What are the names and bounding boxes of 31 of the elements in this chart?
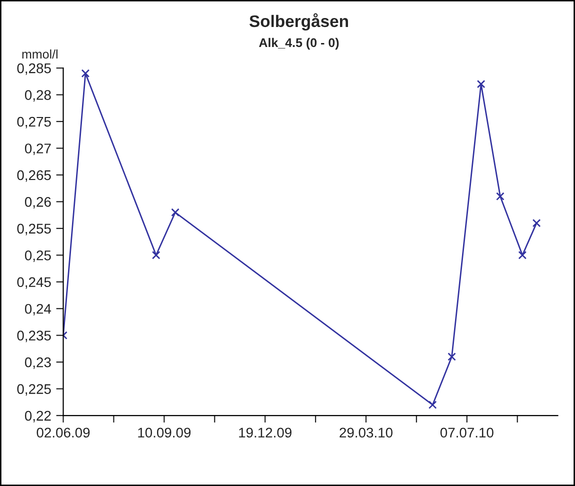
- x-tick-label: 07.07.10: [440, 428, 494, 438]
- point: [518, 250, 527, 260]
- y-tick-label: 0,22: [24, 410, 51, 422]
- y-tick-label: 0,245: [17, 277, 51, 289]
- y-tick-label: 0,285: [17, 63, 51, 75]
- y-tick-label: 0,24: [24, 304, 52, 316]
- y-tick-label: 0,28: [24, 90, 51, 102]
- point: [81, 69, 90, 78]
- y-tick-label: 0,23: [24, 357, 51, 369]
- x-tick-label: 29.03.10: [340, 428, 392, 438]
- y-tick-label: 0,26: [24, 197, 51, 208]
- point: [532, 218, 541, 228]
- y-axis-title: mmol/l: [22, 49, 58, 59]
- y-tick-label: 0,275: [17, 116, 51, 128]
- chart-title: Solbergåsen: [249, 13, 348, 30]
- y-tick-label: 0,27: [24, 144, 51, 156]
- x-tick-label: 19.12.09: [239, 428, 292, 438]
- chart-subtitle: Alk_4.5 (0 - 0): [259, 38, 339, 50]
- y-tick-label: 0,25: [24, 250, 51, 262]
- point: [476, 80, 486, 88]
- point: [428, 400, 437, 410]
- point: [448, 352, 456, 361]
- y-tick-label: 0,265: [17, 170, 51, 182]
- point: [496, 192, 504, 201]
- x-tick-label: 10.09.09: [138, 428, 191, 438]
- x-tick-label: 02.06.09: [36, 428, 90, 438]
- y-tick-label: 0,235: [17, 330, 51, 342]
- point: [171, 208, 180, 217]
- point: [152, 250, 160, 260]
- y-tick-label: 0,255: [17, 224, 51, 236]
- y-tick-label: 0,225: [17, 384, 51, 396]
